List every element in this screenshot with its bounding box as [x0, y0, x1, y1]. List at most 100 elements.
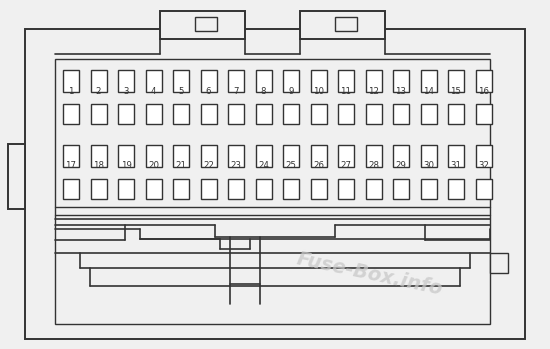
Bar — [448, 179, 464, 199]
Text: 17: 17 — [65, 162, 76, 171]
Text: 3: 3 — [123, 87, 129, 96]
Bar — [338, 104, 354, 124]
Text: 12: 12 — [368, 87, 379, 96]
Text: 23: 23 — [230, 162, 241, 171]
Text: 27: 27 — [340, 162, 351, 171]
Bar — [366, 179, 382, 199]
Bar — [311, 104, 327, 124]
Bar — [91, 145, 107, 167]
Bar — [256, 104, 272, 124]
Text: 32: 32 — [478, 162, 489, 171]
Bar — [338, 145, 354, 167]
Bar — [118, 179, 134, 199]
Bar — [91, 104, 107, 124]
Text: 1: 1 — [68, 87, 74, 96]
Bar — [146, 179, 162, 199]
Text: 21: 21 — [175, 162, 186, 171]
Bar — [256, 145, 272, 167]
Bar — [338, 179, 354, 199]
Bar — [55, 59, 490, 324]
Bar — [201, 104, 217, 124]
Bar — [311, 70, 327, 92]
Text: 10: 10 — [313, 87, 324, 96]
Bar — [173, 70, 189, 92]
Bar — [448, 104, 464, 124]
Bar — [366, 104, 382, 124]
Bar — [448, 70, 464, 92]
Bar — [201, 145, 217, 167]
Text: 6: 6 — [206, 87, 211, 96]
Bar — [283, 145, 299, 167]
Bar — [283, 179, 299, 199]
Bar — [366, 70, 382, 92]
Bar — [173, 179, 189, 199]
Bar — [63, 179, 79, 199]
Bar — [146, 104, 162, 124]
Bar — [421, 70, 437, 92]
Bar — [160, 11, 245, 39]
Bar — [311, 145, 327, 167]
Text: 5: 5 — [178, 87, 184, 96]
Bar — [421, 179, 437, 199]
Text: 11: 11 — [340, 87, 351, 96]
Bar — [335, 17, 357, 31]
Bar — [476, 70, 492, 92]
Bar — [393, 145, 409, 167]
Text: 30: 30 — [423, 162, 434, 171]
Bar — [63, 104, 79, 124]
Text: 20: 20 — [148, 162, 159, 171]
Bar — [91, 70, 107, 92]
Text: 18: 18 — [93, 162, 104, 171]
Bar — [421, 145, 437, 167]
Text: 7: 7 — [233, 87, 239, 96]
Bar — [63, 70, 79, 92]
Text: 31: 31 — [450, 162, 461, 171]
Bar — [366, 145, 382, 167]
Text: 29: 29 — [395, 162, 406, 171]
Bar — [8, 144, 25, 209]
Bar — [393, 104, 409, 124]
Bar — [146, 145, 162, 167]
Text: 15: 15 — [450, 87, 461, 96]
Bar — [421, 104, 437, 124]
Text: 24: 24 — [258, 162, 269, 171]
Text: 25: 25 — [285, 162, 296, 171]
Text: 8: 8 — [261, 87, 266, 96]
Bar — [283, 104, 299, 124]
Bar — [311, 179, 327, 199]
Text: 16: 16 — [478, 87, 489, 96]
Text: 26: 26 — [313, 162, 324, 171]
Bar — [173, 145, 189, 167]
Bar — [118, 145, 134, 167]
Bar — [490, 253, 508, 273]
Text: Fuse-Box.info: Fuse-Box.info — [295, 249, 445, 299]
Bar — [118, 70, 134, 92]
Bar — [118, 104, 134, 124]
Bar — [63, 145, 79, 167]
Text: 19: 19 — [120, 162, 131, 171]
Bar — [228, 70, 244, 92]
Bar — [448, 145, 464, 167]
Bar — [146, 70, 162, 92]
Text: 13: 13 — [395, 87, 406, 96]
Bar — [283, 70, 299, 92]
Bar — [338, 70, 354, 92]
Bar — [476, 145, 492, 167]
Bar — [300, 11, 385, 39]
Text: 28: 28 — [368, 162, 379, 171]
Text: 9: 9 — [288, 87, 294, 96]
Text: 4: 4 — [151, 87, 156, 96]
Bar — [228, 145, 244, 167]
Text: 14: 14 — [423, 87, 434, 96]
Bar — [476, 104, 492, 124]
Bar — [91, 179, 107, 199]
Bar — [195, 17, 217, 31]
Text: 22: 22 — [203, 162, 214, 171]
Bar — [256, 179, 272, 199]
Bar — [25, 29, 525, 339]
Bar — [228, 104, 244, 124]
Bar — [393, 179, 409, 199]
Bar — [201, 70, 217, 92]
Bar — [393, 70, 409, 92]
Bar — [476, 179, 492, 199]
